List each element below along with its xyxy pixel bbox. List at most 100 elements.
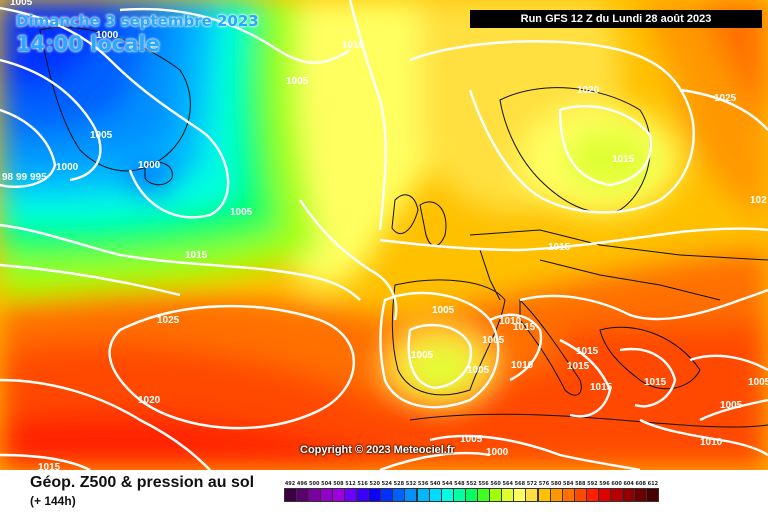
scale-value: 528 <box>393 481 405 487</box>
scale-value: 604 <box>623 481 634 487</box>
legend-title: Géop. Z500 & pression au sol <box>30 474 255 491</box>
scale-step: 536 <box>416 480 430 502</box>
scale-step: 528 <box>392 480 406 502</box>
scale-value: 516 <box>357 481 368 487</box>
scale-step: 524 <box>380 480 394 502</box>
isobar-label: 1005 <box>230 207 253 218</box>
scale-step: 544 <box>440 480 454 502</box>
scale-swatch <box>428 488 442 502</box>
scale-swatch <box>440 488 454 502</box>
coastlines <box>39 26 768 428</box>
scale-swatch <box>561 488 575 502</box>
scale-step: 520 <box>368 480 382 502</box>
scale-swatch <box>513 488 527 502</box>
scale-swatch <box>610 488 624 502</box>
scale-value: 568 <box>514 481 526 487</box>
scale-value: 492 <box>284 481 296 487</box>
isobar-label: 1005 <box>10 0 33 8</box>
scale-swatch <box>646 488 660 502</box>
scale-value: 572 <box>526 481 538 487</box>
scale-value: 500 <box>309 481 320 487</box>
scale-value: 532 <box>405 481 417 487</box>
scale-step: 496 <box>295 480 309 502</box>
isobar-label: 99 <box>16 172 28 183</box>
scale-swatch <box>525 488 539 502</box>
isobar-label: 1005 <box>460 434 483 445</box>
isobar-label: 1010 <box>700 437 723 448</box>
scale-swatch <box>319 488 333 502</box>
scale-step: 580 <box>549 480 563 502</box>
isobar-label: 1015 <box>576 346 599 357</box>
isobar-label: 1015 <box>185 250 208 261</box>
scale-step: 560 <box>489 480 503 502</box>
copyright-notice: Copyright © 2023 Meteociel.fr <box>300 444 455 456</box>
isobar-label: 1025 <box>157 315 180 326</box>
scale-swatch <box>537 488 551 502</box>
scale-value: 608 <box>635 481 646 487</box>
scale-value: 580 <box>550 481 562 487</box>
isobar-label: 1015 <box>644 377 667 388</box>
scale-step: 492 <box>283 480 297 502</box>
scale-swatch <box>622 488 636 502</box>
scale-swatch <box>344 488 358 502</box>
isobar-labels: 1005 1000 1010 1005 1005 1000 1000 98 99… <box>2 0 768 470</box>
scale-value: 588 <box>575 481 586 487</box>
scale-value: 552 <box>466 481 477 487</box>
scale-swatch <box>331 488 345 502</box>
isobar-label: 1000 <box>138 160 161 171</box>
isobar-label: 1010 <box>499 316 522 327</box>
scale-step: 504 <box>319 480 333 502</box>
scale-swatch <box>356 488 370 502</box>
scale-value: 596 <box>599 481 610 487</box>
scale-swatch <box>585 488 599 502</box>
scale-value: 520 <box>369 481 380 487</box>
isobars <box>0 0 768 470</box>
scale-step: 588 <box>573 480 587 502</box>
scale-swatch <box>368 488 382 502</box>
forecast-date: Dimanche 3 septembre 2023 <box>16 12 259 30</box>
scale-swatch <box>452 488 466 502</box>
weather-map: 1005 1000 1010 1005 1005 1000 1000 98 99… <box>0 0 768 470</box>
isobar-label: 1005 <box>748 377 768 388</box>
isobar-label: 1015 <box>612 154 635 165</box>
scale-step: 556 <box>477 480 491 502</box>
scale-step: 552 <box>464 480 478 502</box>
scale-value: 556 <box>478 481 489 487</box>
isobar-label: 1025 <box>714 93 737 104</box>
scale-value: 576 <box>538 481 550 487</box>
scale-swatch <box>380 488 394 502</box>
isobar-label: 98 <box>2 172 14 183</box>
scale-step: 512 <box>344 480 358 502</box>
scale-swatch <box>295 488 309 502</box>
scale-step: 604 <box>622 480 636 502</box>
isobar-label: 1005 <box>482 335 505 346</box>
scale-swatch <box>501 488 515 502</box>
scale-step: 568 <box>513 480 527 502</box>
scale-swatch <box>489 488 503 502</box>
isobar-label: 1020 <box>577 85 600 96</box>
isobar-label: 1010 <box>342 40 365 51</box>
color-scale: 492 496 500 504 508 512 516 520 524 528 532 536 540 5… <box>283 480 660 502</box>
scale-value: 548 <box>454 481 465 487</box>
scale-swatch <box>307 488 321 502</box>
scale-value: 600 <box>611 481 622 487</box>
isobar-label: 1015 <box>590 382 613 393</box>
scale-swatch <box>392 488 406 502</box>
scale-step: 576 <box>537 480 551 502</box>
run-info-banner: Run GFS 12 Z du Lundi 28 août 2023 <box>470 10 762 28</box>
scale-swatch <box>477 488 491 502</box>
scale-value: 592 <box>587 481 598 487</box>
scale-value: 508 <box>333 481 344 487</box>
scale-step: 592 <box>585 480 599 502</box>
isobar-label: 1000 <box>56 162 79 173</box>
scale-swatch <box>283 488 297 502</box>
scale-step: 572 <box>525 480 539 502</box>
scale-step: 596 <box>597 480 611 502</box>
isobar-label: 1015 <box>567 361 590 372</box>
scale-swatch <box>404 488 418 502</box>
scale-value: 504 <box>321 481 332 487</box>
scale-step: 564 <box>501 480 515 502</box>
scale-value: 584 <box>562 481 574 487</box>
map-canvas: 1005 1000 1010 1005 1005 1000 1000 98 99… <box>0 0 768 470</box>
forecast-time: 14:00 locale <box>16 32 160 56</box>
